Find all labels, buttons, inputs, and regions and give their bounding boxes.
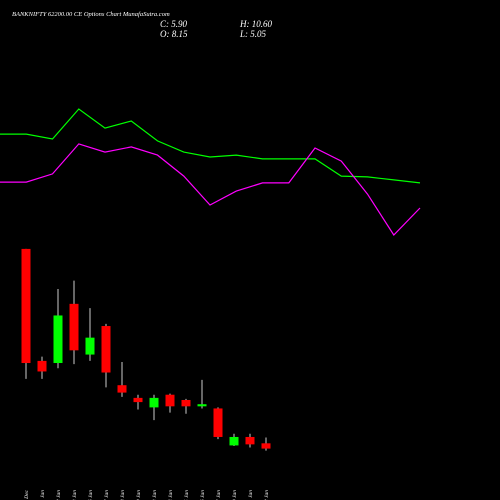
candle-body bbox=[85, 337, 95, 355]
candle-body bbox=[53, 315, 63, 364]
x-tick-label: 14 Jan bbox=[167, 490, 174, 500]
x-tick-label: 17 Jan bbox=[216, 490, 222, 500]
indicator-line bbox=[0, 108, 421, 184]
candle-body bbox=[21, 248, 31, 364]
candle-body bbox=[229, 436, 239, 446]
x-tick-label: 07 Jan bbox=[104, 490, 110, 500]
x-tick-label: 22 Jan bbox=[264, 490, 270, 500]
x-tick-label: 13 Jan bbox=[152, 490, 158, 500]
x-tick-label: 21 Jan bbox=[248, 490, 254, 500]
x-tick-label: 03 Jan bbox=[72, 490, 78, 500]
x-tick-label: 08 Jan bbox=[120, 490, 126, 500]
candle-body bbox=[37, 360, 47, 372]
candle-body bbox=[245, 436, 255, 445]
candle-body bbox=[133, 397, 143, 403]
candle-body bbox=[101, 326, 111, 373]
ohlc-low: L: 5.05 bbox=[239, 29, 267, 39]
candle-body bbox=[69, 303, 79, 351]
x-tick-label: 01 Jan bbox=[40, 490, 46, 500]
candle-body bbox=[213, 408, 223, 437]
x-tick-label: 06 Jan bbox=[88, 490, 94, 500]
chart-title: BANKNIFTY 62200.00 CE Options Chart Muna… bbox=[12, 11, 170, 18]
ohlc-close: C: 5.90 bbox=[160, 19, 188, 29]
candle-body bbox=[181, 399, 191, 407]
candle-body bbox=[261, 443, 271, 449]
x-tick-label: 20 Jan bbox=[232, 490, 238, 500]
x-tick-label: 31 Dec bbox=[24, 489, 30, 500]
x-tick-label: 15 Jan bbox=[184, 490, 190, 500]
candle-body bbox=[165, 394, 175, 407]
indicator-line bbox=[0, 143, 421, 236]
ohlc-high: H: 10.60 bbox=[239, 19, 272, 29]
x-tick-label: 02 Jan bbox=[56, 490, 62, 500]
candle-body bbox=[197, 404, 207, 407]
candle-body bbox=[149, 397, 159, 408]
candle-body bbox=[117, 385, 127, 393]
ohlc-open: O: 8.15 bbox=[160, 29, 188, 39]
x-tick-label: 16 Jan bbox=[200, 490, 206, 500]
x-tick-label: 09 Jan bbox=[136, 490, 142, 500]
